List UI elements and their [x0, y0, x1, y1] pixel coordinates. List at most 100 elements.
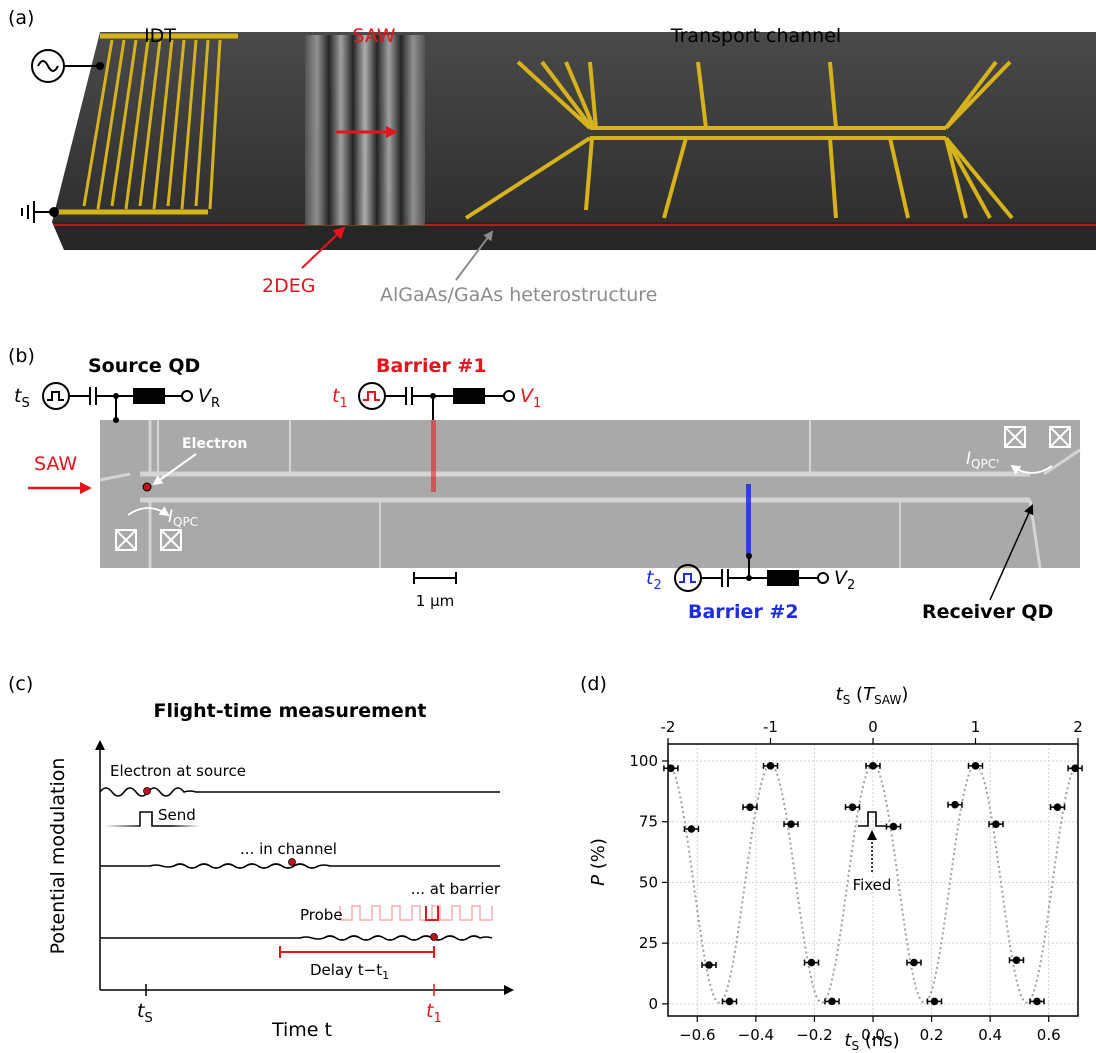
receiver-qd-label: Receiver QD — [922, 601, 1053, 623]
at-source-label: Electron at source — [110, 762, 246, 780]
panel-a: (a) IDT — [8, 7, 1096, 306]
iqpc2-arrow — [1010, 464, 1053, 475]
electron-label: Electron — [182, 436, 247, 452]
ac-source-icon — [31, 49, 104, 83]
data-point — [992, 820, 1000, 828]
top-tick-label: -1 — [763, 718, 778, 736]
fixed-label: Fixed — [853, 876, 892, 894]
twodeg-label: 2DEG — [262, 275, 315, 297]
y-tick-label: 25 — [639, 934, 658, 952]
y-tick-label: 100 — [629, 752, 658, 770]
hetero-arrow — [455, 230, 494, 281]
data-point — [787, 820, 795, 828]
data-point — [807, 958, 816, 967]
electron-dot — [143, 787, 151, 795]
sem-gates — [99, 420, 1081, 569]
y-tick-label: 0 — [648, 995, 658, 1013]
barrier1-label: Barrier #1 — [376, 355, 487, 377]
data-point — [1012, 956, 1021, 964]
pulse-source-icon — [358, 382, 515, 420]
pulse-source-icon — [42, 382, 193, 420]
sem-image — [100, 420, 1080, 568]
iqpc-arrow — [127, 506, 170, 517]
scale-bar — [413, 572, 457, 584]
vr-label: VR — [198, 385, 220, 411]
ohmic-contact-icon — [115, 426, 1071, 551]
source-junction — [113, 393, 119, 399]
idt-label: IDT — [144, 25, 176, 47]
top-tick-label: -2 — [661, 718, 676, 736]
panel-d: (d) tS (TSAW) tS (ns) P (%) −0.6 −0.4 −0.2… — [580, 673, 1083, 1053]
data-point — [930, 997, 939, 1006]
barrier2-label: Barrier #2 — [688, 601, 799, 623]
electron-dot — [430, 933, 438, 941]
d-top-xlabel: tS (TSAW) — [836, 684, 909, 707]
in-channel-label: ... in channel — [240, 840, 337, 858]
x-tick-label: 0.4 — [978, 1026, 1002, 1044]
panel-a-label: (a) — [8, 7, 34, 29]
barrier1-gate — [431, 420, 436, 492]
data-point — [687, 825, 696, 833]
data-point — [1053, 803, 1062, 811]
transport-label: Transport channel — [670, 25, 841, 47]
y-tick-label: 50 — [639, 873, 658, 891]
source-qd-label: Source QD — [88, 355, 200, 377]
pulse-source-icon — [674, 556, 829, 592]
saw-label-a: SAW — [352, 25, 395, 47]
panel-d-label: (d) — [580, 673, 607, 695]
d-frame — [667, 743, 1079, 1017]
data-point — [951, 800, 959, 809]
data-point — [725, 997, 734, 1006]
data-point — [766, 762, 775, 770]
probe-pulse-main — [425, 906, 439, 921]
substrate-front — [52, 222, 1096, 250]
barrier1-junction — [430, 393, 436, 399]
x-tick-label: 0.2 — [920, 1026, 944, 1044]
data-point — [889, 822, 898, 831]
c-y-label: Potential modulation — [47, 758, 69, 955]
twodeg-arrow — [301, 226, 346, 269]
barrier2-contact — [746, 553, 752, 559]
x-tick-label: −0.2 — [796, 1026, 832, 1044]
fixed-pulse — [858, 811, 886, 827]
top-tick-label: 1 — [971, 718, 981, 736]
transport-gates — [464, 60, 1014, 220]
d-points — [663, 762, 1083, 1006]
electron-dot — [288, 858, 296, 866]
data-point — [746, 803, 754, 811]
delay-bracket — [279, 946, 435, 958]
ground-icon — [21, 201, 59, 223]
probe-pulses — [339, 905, 493, 921]
wave-channel — [100, 863, 500, 869]
at-barrier-label: ... at barrier — [411, 880, 501, 898]
data-point — [705, 961, 713, 969]
top-tick-label: 2 — [1073, 718, 1083, 736]
data-point — [828, 997, 836, 1006]
x-tick-label: −0.6 — [679, 1026, 715, 1044]
d-grid — [668, 744, 1078, 1016]
wave-source — [99, 787, 500, 797]
t1-label: t1 — [332, 385, 348, 411]
barrier2-junction — [746, 575, 752, 581]
data-point — [1071, 764, 1079, 773]
v1-label: V1 — [520, 385, 541, 411]
source-contact — [113, 417, 119, 423]
barrier2-gate — [746, 484, 751, 556]
send-pulse — [104, 811, 200, 827]
panel-c-title: Flight-time measurement — [154, 700, 427, 722]
saw-wave — [305, 35, 425, 225]
y-tick-label: 75 — [639, 813, 658, 831]
data-point — [971, 762, 980, 770]
data-point — [667, 764, 675, 773]
v2-label: V2 — [834, 567, 855, 593]
data-point — [910, 958, 918, 967]
hetero-label: AlGaAs/GaAs heterostructure — [380, 284, 657, 306]
panel-c-label: (c) — [8, 673, 33, 695]
panel-b: (b) Electron — [8, 345, 1081, 623]
saw-label-b: SAW — [34, 453, 77, 475]
c-tick-ts-label: tS — [137, 1000, 153, 1026]
x-tick-label: 0.6 — [1037, 1026, 1061, 1044]
data-point — [1033, 997, 1041, 1006]
d-ticks: −0.6 −0.4 −0.2 0.0 0.2 0.4 0.6 0 25 50 75 100-2 -1 0 1… — [629, 718, 1082, 1044]
